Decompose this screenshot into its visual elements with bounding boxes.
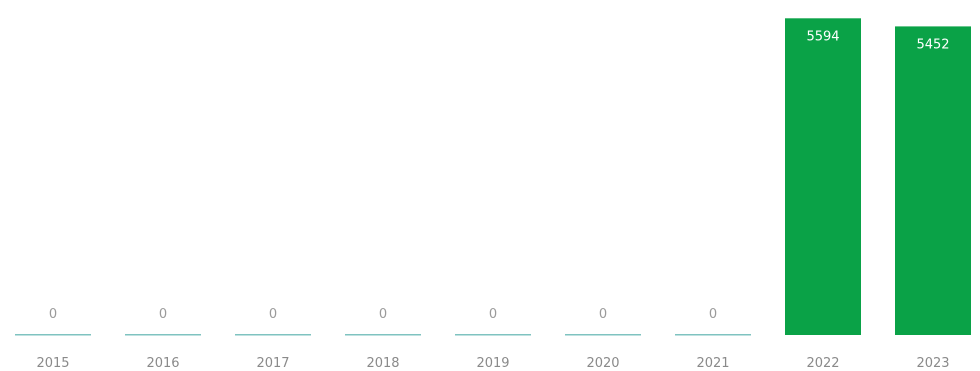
data-label-2021: 0: [709, 307, 717, 322]
data-label-2015: 0: [49, 307, 57, 322]
bar-2019: [455, 334, 531, 336]
data-label-2019: 0: [489, 307, 497, 322]
bar-2020: [565, 334, 641, 336]
data-label-2020: 0: [599, 307, 607, 322]
bar-2015: [15, 334, 91, 336]
x-tick-label-2021: 2021: [696, 356, 729, 371]
x-tick-label-2015: 2015: [36, 356, 69, 371]
bar-2017: [235, 334, 311, 336]
data-label-2022: 5594: [806, 29, 839, 44]
bar-2016: [125, 334, 201, 336]
x-tick-label-2020: 2020: [586, 356, 619, 371]
data-label-2016: 0: [159, 307, 167, 322]
bar-2022: [785, 18, 861, 336]
data-label-2018: 0: [379, 307, 387, 322]
x-tick-label-2018: 2018: [366, 356, 399, 371]
x-tick-label-2022: 2022: [806, 356, 839, 371]
bar-2023: [895, 26, 971, 336]
x-tick-label-2023: 2023: [916, 356, 949, 371]
bar-2021: [675, 334, 751, 336]
data-label-2017: 0: [269, 307, 277, 322]
x-tick-label-2017: 2017: [256, 356, 289, 371]
x-tick-label-2016: 2016: [146, 356, 179, 371]
x-tick-label-2019: 2019: [476, 356, 509, 371]
data-label-2023: 5452: [916, 37, 949, 52]
bar-2018: [345, 334, 421, 336]
